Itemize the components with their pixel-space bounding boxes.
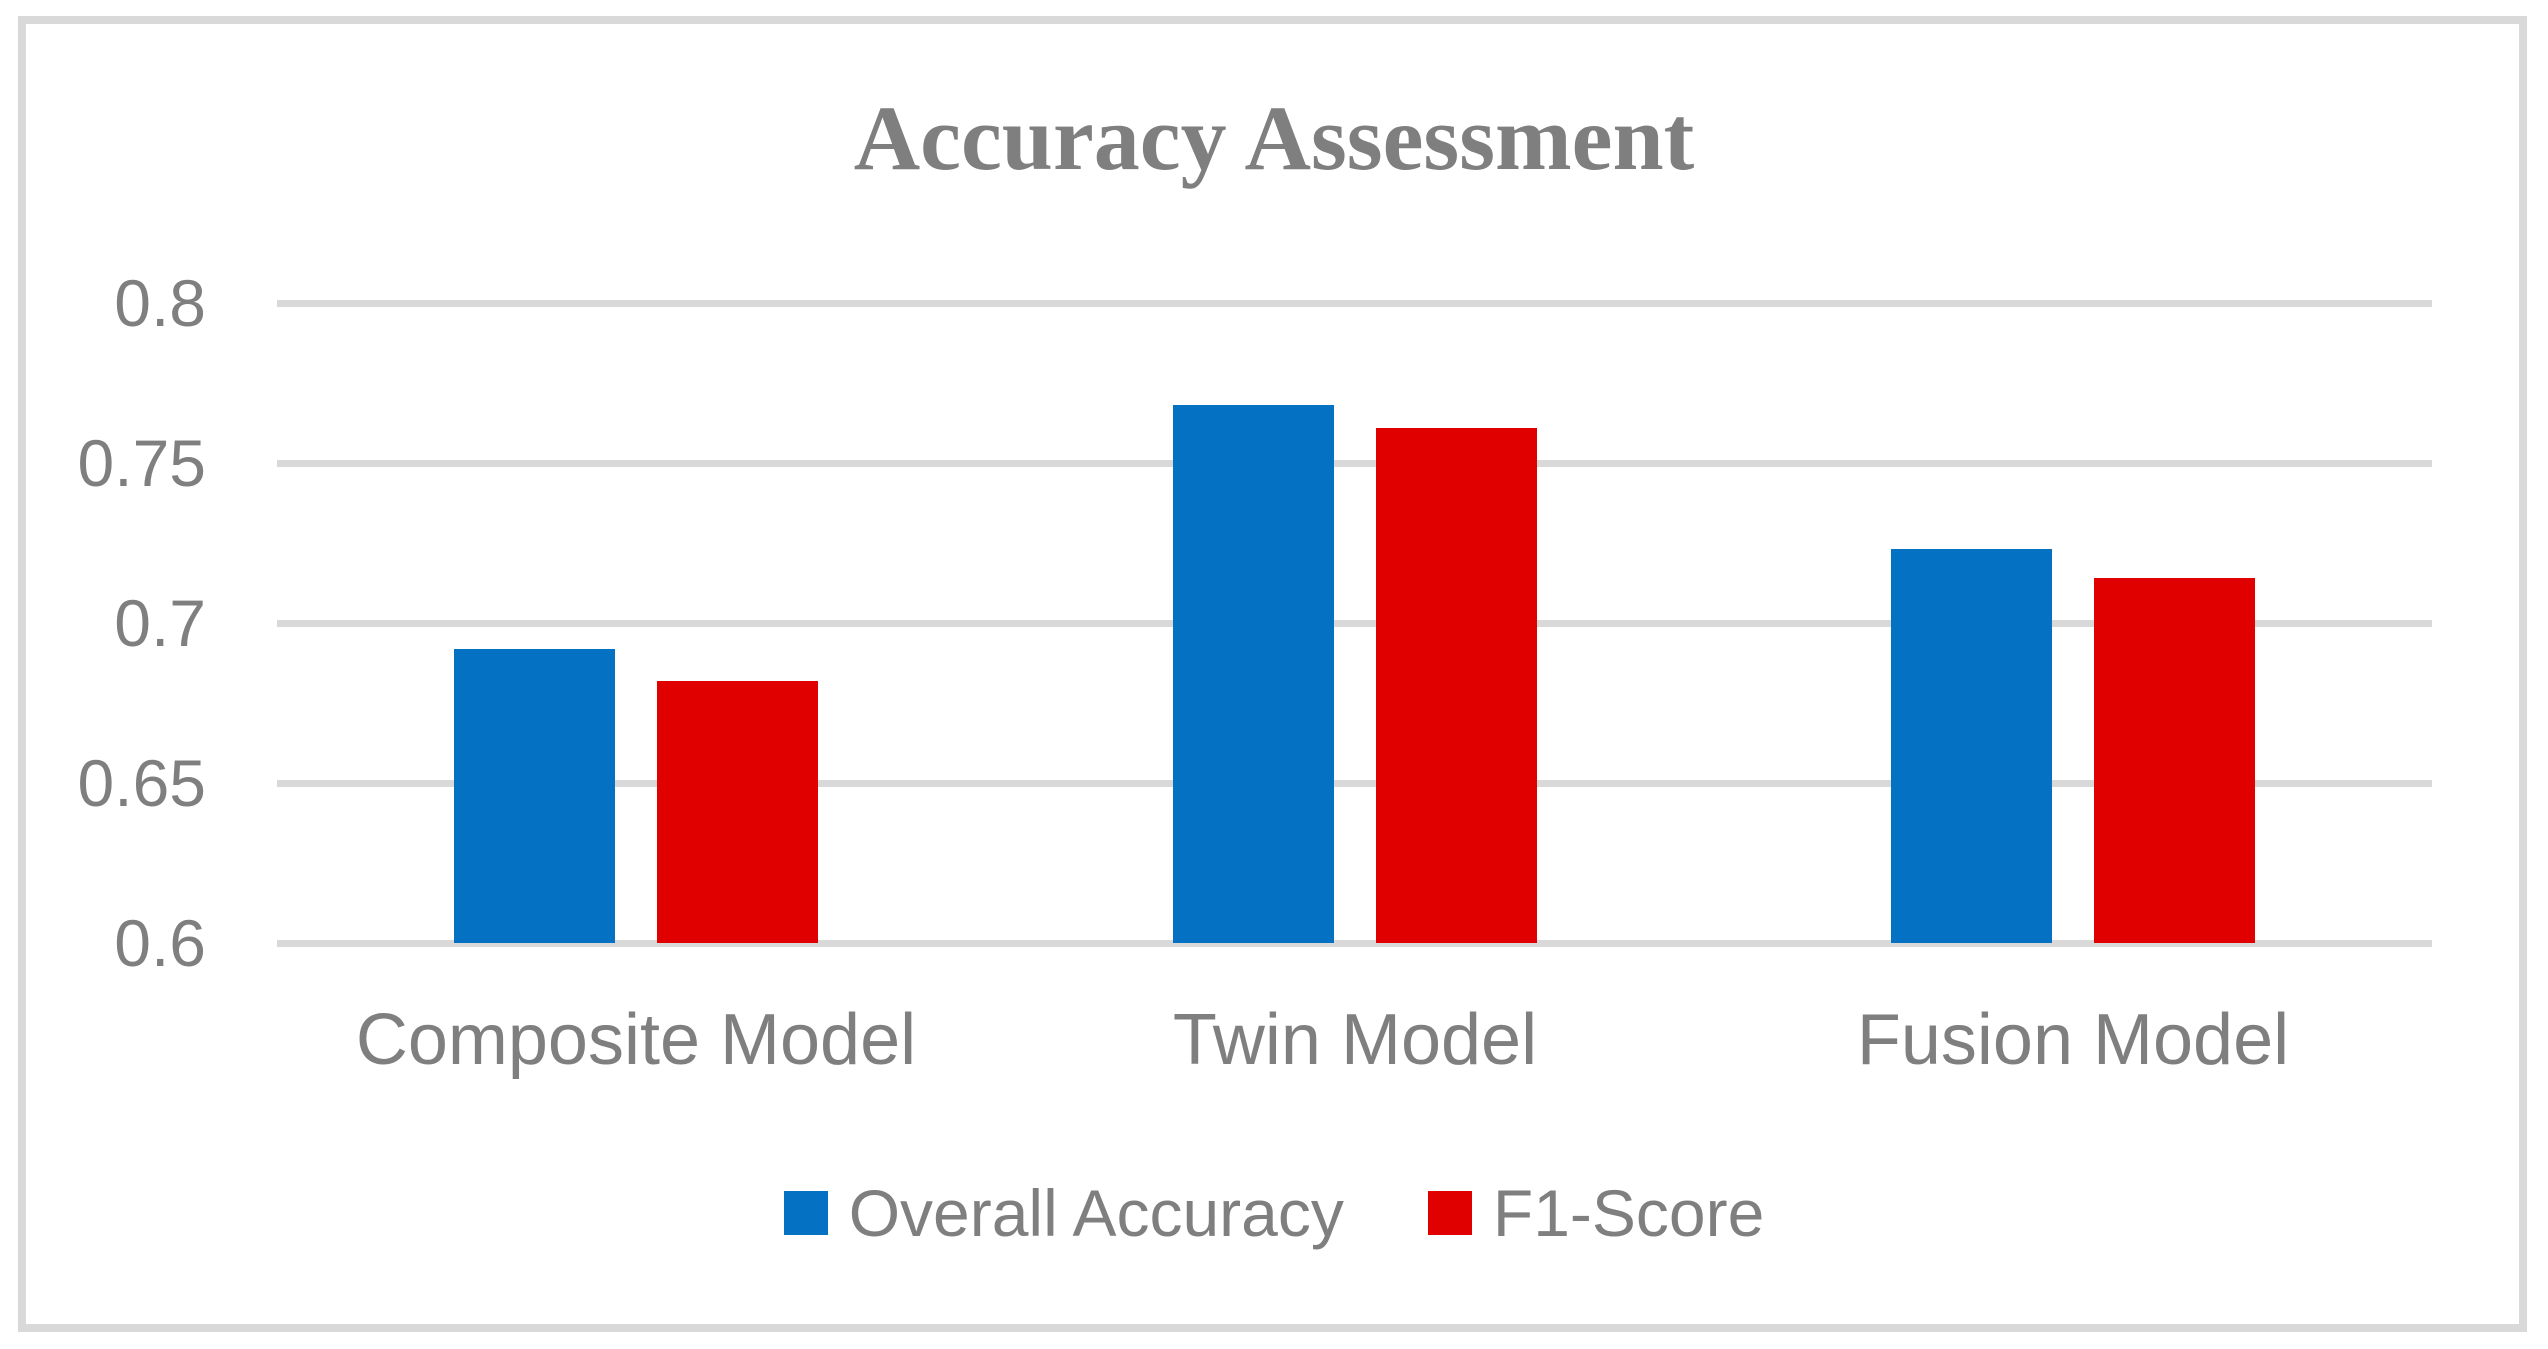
legend-label: Overall Accuracy [848, 1176, 1344, 1250]
y-tick-label: 0.7 [114, 586, 206, 660]
chart-border-frame [18, 16, 2527, 1332]
y-tick-label: 0.8 [114, 266, 206, 340]
bar-f1-score [2094, 578, 2255, 943]
bar-f1-score [1376, 428, 1537, 943]
category-label: Fusion Model [1856, 1000, 2290, 1080]
legend-swatch-overall-accuracy [783, 1191, 828, 1235]
bar-f1-score [657, 681, 818, 943]
gridline [277, 299, 2432, 307]
category-label: Composite Model [355, 1000, 917, 1080]
bar-overall-accuracy [1891, 549, 2052, 943]
bar-overall-accuracy [454, 649, 615, 943]
y-tick-label: 0.75 [77, 426, 206, 500]
gridline [277, 779, 2432, 787]
legend-swatch-f1-score [1427, 1191, 1472, 1235]
gridline [277, 939, 2432, 947]
legend-item-overall-accuracy: Overall Accuracy [783, 1176, 1344, 1250]
chart-legend: Overall Accuracy F1-Score [0, 1180, 2548, 1246]
chart-title: Accuracy Assessment [853, 87, 1695, 189]
legend-label: F1-Score [1492, 1176, 1765, 1250]
y-tick-label: 0.6 [114, 906, 206, 980]
gridline [277, 619, 2432, 627]
category-label: Twin Model [1172, 1000, 1538, 1080]
legend-item-f1-score: F1-Score [1427, 1176, 1765, 1250]
plot-area [277, 299, 2432, 947]
bar-overall-accuracy [1173, 405, 1334, 943]
y-tick-label: 0.65 [77, 746, 206, 820]
gridline [277, 459, 2432, 467]
